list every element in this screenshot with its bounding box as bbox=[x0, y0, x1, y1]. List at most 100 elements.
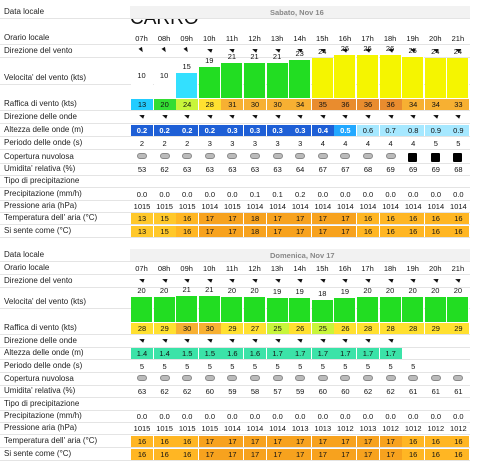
wind-speed: 23 bbox=[295, 49, 304, 59]
feels-like: 16 bbox=[447, 226, 470, 237]
humidity: 62 bbox=[160, 165, 169, 174]
wind-speed: 18 bbox=[318, 288, 327, 298]
wave-period: 4 bbox=[411, 139, 416, 148]
wave-height: 0.3 bbox=[221, 125, 244, 136]
gusts: 30 bbox=[176, 323, 199, 334]
gusts: 30 bbox=[244, 99, 266, 110]
wind-speed: 24 bbox=[453, 47, 463, 57]
row-separator bbox=[0, 57, 470, 58]
feels-like: 16 bbox=[153, 449, 176, 460]
humidity: 63 bbox=[228, 165, 237, 174]
pressure: 1014 bbox=[404, 202, 422, 211]
wind-speed: 21 bbox=[272, 52, 282, 62]
cloud-icon bbox=[340, 153, 351, 159]
wave-arrow bbox=[319, 113, 326, 119]
humidity: 62 bbox=[183, 387, 192, 396]
cloud-icon bbox=[250, 153, 260, 159]
feels-like: 16 bbox=[424, 449, 447, 460]
wave-period: 5 bbox=[230, 362, 235, 371]
wind-speed: 21 bbox=[227, 52, 237, 62]
row-separator bbox=[0, 397, 470, 398]
humidity: 68 bbox=[454, 165, 463, 174]
cloud-icon bbox=[340, 375, 351, 381]
hour: 17h bbox=[361, 34, 374, 43]
precipitation: 0.0 bbox=[362, 412, 374, 421]
wind-arrow bbox=[364, 277, 371, 283]
pressure: 1014 bbox=[246, 424, 264, 433]
gusts: 29 bbox=[153, 323, 176, 334]
temperature: 17 bbox=[221, 436, 244, 447]
temperature: 16 bbox=[424, 436, 447, 447]
pressure: 1014 bbox=[314, 202, 332, 211]
wind-arrow bbox=[454, 277, 461, 283]
wave-period: 5 bbox=[298, 362, 303, 371]
wind-arrow bbox=[341, 277, 348, 283]
pressure: 1013 bbox=[291, 424, 309, 433]
wave-arrow bbox=[251, 113, 258, 119]
feels-like: 15 bbox=[153, 226, 176, 237]
wave-arrow bbox=[206, 113, 213, 119]
row-separator bbox=[0, 123, 470, 124]
wave-height: 1.5 bbox=[176, 348, 199, 359]
cloud-icon bbox=[363, 375, 373, 381]
humidity: 67 bbox=[318, 165, 327, 174]
row-label: Umidita' relativa (%) bbox=[4, 386, 76, 395]
hour: 16h bbox=[338, 34, 352, 43]
feels-like: 17 bbox=[379, 449, 402, 460]
wind-arrow bbox=[138, 46, 145, 54]
wind-arrow bbox=[251, 277, 258, 283]
wave-height: 0.3 bbox=[266, 125, 289, 136]
humidity: 63 bbox=[205, 165, 214, 174]
row-separator bbox=[0, 18, 470, 19]
gusts: 28 bbox=[198, 99, 221, 110]
temperature: 13 bbox=[131, 213, 153, 224]
temperature: 16 bbox=[153, 436, 176, 447]
feels-like: 17 bbox=[198, 226, 221, 237]
hour: 10h bbox=[203, 264, 216, 273]
gusts: 36 bbox=[334, 99, 357, 110]
humidity: 67 bbox=[341, 165, 350, 174]
gusts: 24 bbox=[176, 99, 199, 110]
feels-like: 17 bbox=[221, 226, 244, 237]
hour: 19h bbox=[406, 264, 419, 273]
wind-bar bbox=[266, 298, 289, 322]
wind-arrow bbox=[183, 277, 190, 283]
wave-period: 5 bbox=[343, 362, 348, 371]
wave-height: 0.8 bbox=[402, 125, 425, 136]
row-label: Tipo di precipitazione bbox=[4, 176, 80, 185]
precipitation: 0.1 bbox=[272, 190, 283, 199]
hour: 16h bbox=[338, 264, 352, 273]
wave-height: 1.7 bbox=[334, 348, 357, 359]
row-label: Altezza delle onde (m) bbox=[4, 348, 84, 357]
gusts: 31 bbox=[221, 99, 244, 110]
gusts: 29 bbox=[221, 323, 244, 334]
row-separator bbox=[0, 212, 470, 213]
wind-bar bbox=[266, 63, 289, 98]
wind-bar bbox=[289, 298, 312, 322]
wave-period: 5 bbox=[139, 362, 145, 371]
humidity: 62 bbox=[386, 387, 395, 396]
temperature: 17 bbox=[289, 436, 312, 447]
wind-bar bbox=[424, 297, 447, 322]
wave-arrow bbox=[228, 113, 235, 119]
wind-bar bbox=[311, 299, 334, 322]
gusts: 34 bbox=[424, 99, 447, 110]
row-separator bbox=[0, 334, 470, 335]
pressure: 1014 bbox=[450, 202, 467, 211]
row-separator bbox=[0, 434, 470, 435]
wave-arrow bbox=[364, 113, 371, 119]
wind-bar bbox=[402, 56, 425, 98]
humidity: 60 bbox=[205, 387, 214, 396]
precipitation: 0.0 bbox=[159, 412, 170, 421]
wind-arrow bbox=[274, 277, 281, 283]
wave-period: 4 bbox=[343, 139, 348, 148]
wave-period: 3 bbox=[207, 139, 212, 148]
wave-height: 0.3 bbox=[289, 125, 312, 136]
feels-like: 17 bbox=[266, 226, 289, 237]
humidity: 59 bbox=[296, 387, 305, 396]
humidity: 63 bbox=[273, 165, 282, 174]
wind-speed: 19 bbox=[205, 55, 214, 65]
wave-height: 0.9 bbox=[447, 125, 470, 136]
precipitation: 0.0 bbox=[272, 412, 283, 421]
wind-speed: 19 bbox=[272, 287, 282, 297]
